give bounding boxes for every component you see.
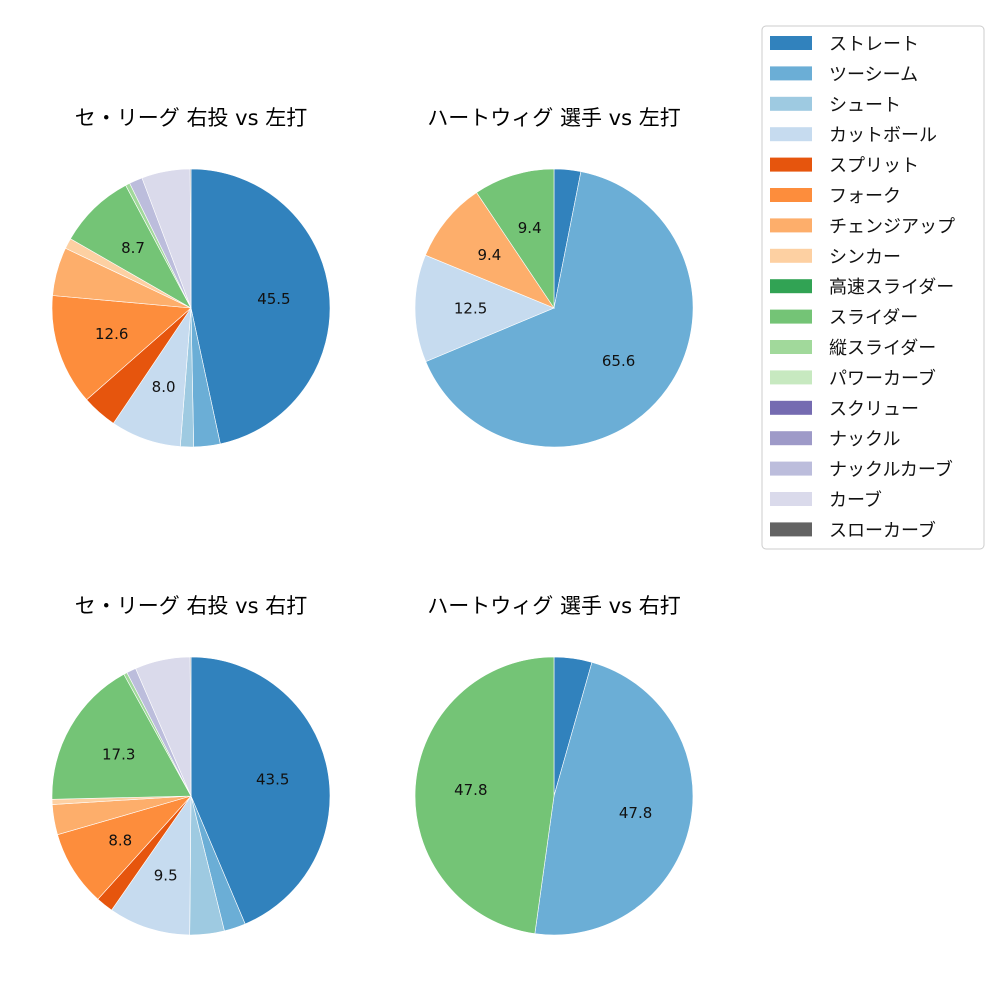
legend-label: 縦スライダー	[829, 338, 936, 359]
slice-value-label: 9.4	[518, 219, 542, 237]
legend-swatch	[770, 188, 812, 202]
legend-swatch	[770, 370, 812, 385]
pie-slice-カットボール	[414, 254, 555, 362]
legend-label: 高速スライダー	[829, 277, 954, 298]
pie-chart-hartwig-vs-rhb: ハートウィグ 選手 vs 右打 47.8 47.8	[414, 594, 694, 936]
legend-frame	[761, 25, 985, 550]
pie-slice-スライダー	[51, 673, 192, 800]
pie-slice-スローカーブ	[189, 656, 192, 797]
legend-label: ナックル	[829, 429, 900, 450]
slice-value-label: 47.8	[619, 804, 652, 822]
slice-value-label: 47.8	[454, 781, 487, 799]
legend-entry: ストレート	[770, 34, 919, 55]
chart-title: セ・リーグ 右投 vs 右打	[75, 594, 307, 618]
slice-value-label: 8.7	[121, 239, 145, 257]
legend-entry: スライダー	[770, 308, 918, 329]
legend-swatch	[770, 127, 812, 142]
slice-value-label: 43.5	[256, 770, 289, 788]
legend-entry: スローカーブ	[770, 519, 936, 541]
legend-swatch	[770, 340, 812, 354]
legend-swatch	[770, 522, 812, 537]
pie-slice-スライダー	[476, 168, 555, 309]
legend-entry: シュート	[770, 95, 901, 116]
legend-label: ストレート	[829, 34, 919, 55]
chart-title: セ・リーグ 右投 vs 左打	[75, 106, 307, 130]
slice-value-label: 8.8	[108, 831, 132, 849]
legend-swatch	[770, 96, 812, 111]
legend-entry: ナックル	[770, 429, 900, 450]
legend-entry: カットボール	[770, 125, 937, 146]
legend-label: スライダー	[829, 308, 918, 329]
legend-label: ナックルカーブ	[829, 459, 953, 481]
legend-label: カットボール	[829, 125, 937, 146]
pie-slice-カットボール	[111, 795, 192, 936]
legend-label: シュート	[829, 95, 901, 116]
slice-value-label: 12.5	[454, 299, 487, 317]
legend-label: チェンジアップ	[829, 216, 955, 237]
legend-label: スクリュー	[829, 399, 919, 420]
legend-label: フォーク	[829, 186, 901, 207]
slice-value-label: 45.5	[257, 290, 290, 308]
legend-label: シンカー	[829, 247, 901, 268]
legend-label: スローカーブ	[829, 519, 936, 541]
pie-slice-ツーシーム	[425, 171, 694, 448]
legend-entry: スプリット	[770, 156, 919, 177]
pie-slice-フォーク	[51, 295, 192, 401]
pie-slice-チェンジアップ	[425, 192, 555, 309]
legend-swatch	[770, 218, 812, 233]
legend-label: ツーシーム	[829, 64, 918, 85]
legend-entry: 高速スライダー	[770, 277, 954, 298]
legend-swatch	[770, 157, 812, 172]
legend-entry: 縦スライダー	[770, 338, 936, 359]
legend-swatch	[770, 36, 812, 50]
pie-slice-ストレート	[190, 168, 331, 445]
slice-value-label: 12.6	[95, 325, 128, 343]
slice-value-label: 65.6	[602, 352, 635, 370]
legend-entry: カーブ	[770, 489, 882, 511]
legend-entry: ツーシーム	[770, 64, 918, 85]
pie-chart-hartwig-vs-lhb: ハートウィグ 選手 vs 左打 65.6 12.5 9.4 9.4	[414, 106, 694, 448]
pie-slice-ツーシーム	[534, 661, 694, 936]
pie-chart-league-rhp-vs-lhb: セ・リーグ 右投 vs 左打 45.5 8.0 12.6 8.7	[51, 106, 331, 448]
chart-title: ハートウィグ 選手 vs 左打	[427, 106, 680, 130]
legend-swatch	[770, 400, 812, 415]
legend-swatch	[770, 248, 812, 263]
pie-slice-スライダー	[414, 656, 555, 935]
legend-entry: スクリュー	[770, 399, 919, 420]
legend: ストレートツーシームシュートカットボールスプリットフォークチェンジアップシンカー…	[761, 25, 985, 550]
pie-slice-ストレート	[190, 656, 331, 925]
legend-label: パワーカーブ	[829, 367, 936, 389]
legend-label: スプリット	[829, 156, 919, 177]
legend-swatch	[770, 431, 812, 446]
legend-label: カーブ	[829, 489, 882, 511]
pie-slice-スローカーブ	[189, 168, 192, 309]
slice-value-label: 17.3	[102, 746, 135, 764]
pie-chart-league-rhp-vs-rhb: セ・リーグ 右投 vs 右打 43.5 9.5 8.8 17.3	[51, 594, 331, 936]
legend-entry: ナックルカーブ	[770, 459, 953, 481]
legend-entry: シンカー	[770, 247, 901, 268]
slice-value-label: 9.5	[154, 867, 178, 885]
legend-entry: フォーク	[770, 186, 901, 207]
slice-value-label: 9.4	[477, 246, 501, 264]
chart-title: ハートウィグ 選手 vs 右打	[427, 594, 680, 618]
legend-swatch	[770, 461, 812, 476]
slice-value-label: 8.0	[152, 378, 176, 396]
legend-swatch	[770, 492, 812, 506]
legend-entry: パワーカーブ	[770, 367, 936, 389]
legend-swatch	[770, 309, 812, 324]
legend-entry: チェンジアップ	[770, 216, 955, 237]
legend-swatch	[770, 66, 812, 81]
legend-swatch	[770, 279, 812, 294]
